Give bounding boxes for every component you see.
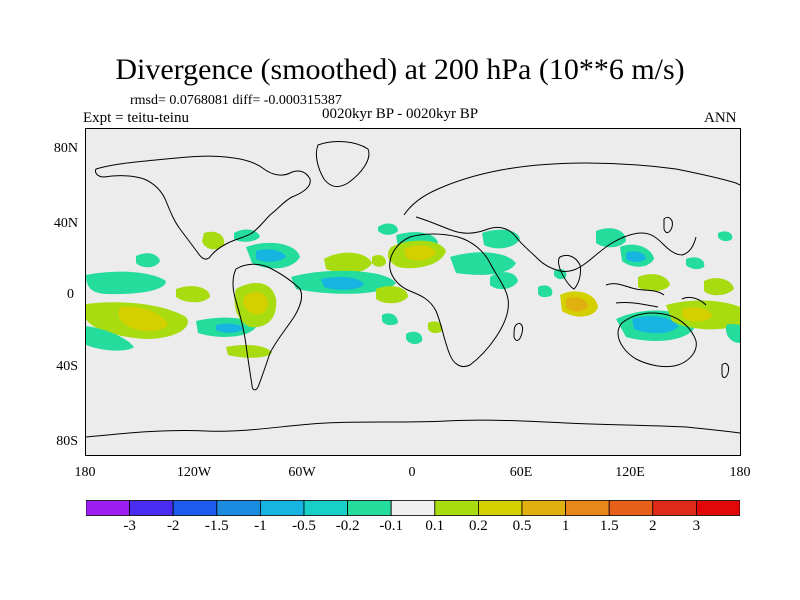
coastline-south-america: [232, 263, 303, 391]
color-legend-label: -2: [166, 518, 180, 534]
coastline-india: [558, 254, 581, 290]
map-plot-area: [85, 128, 741, 456]
x-label-120w: 120W: [176, 465, 212, 480]
color-swatch: [477, 500, 523, 516]
fill-patch: [118, 306, 168, 331]
fill-patch: [226, 345, 272, 358]
color-swatch: [347, 500, 392, 516]
color-swatch: [696, 500, 740, 516]
fill-patch: [626, 251, 646, 262]
period-label: 0020kyr BP - 0020kyr BP: [322, 106, 479, 122]
rmsd-diff-stats: rmsd= 0.0768081 diff= -0.000315387: [130, 93, 342, 108]
fill-patch: [382, 313, 398, 326]
divergence-map: [86, 141, 740, 438]
fill-patch: [482, 229, 520, 249]
coastlines: [86, 141, 740, 438]
x-label-0: 0: [408, 465, 416, 480]
coastline-australia: [617, 312, 697, 368]
fill-patch: [726, 324, 740, 343]
fill-patch: [566, 297, 588, 312]
coastline-japan: [663, 216, 673, 234]
x-label-180e: 180: [729, 465, 751, 480]
fill-patch: [376, 286, 408, 304]
color-legend-label: 1: [561, 518, 570, 534]
fill-patch: [450, 252, 516, 275]
color-legend-label: 3: [692, 518, 701, 534]
fill-patch: [406, 331, 423, 345]
y-label-40n: 40N: [53, 216, 78, 231]
color-swatch: [608, 500, 654, 516]
fill-patch: [321, 277, 364, 290]
color-legend-label: 0.1: [425, 518, 445, 534]
y-label-40s: 40S: [56, 359, 78, 374]
fill-patch: [136, 253, 160, 268]
experiment-label: Expt = teitu-teinu: [83, 110, 189, 126]
fill-patch: [596, 228, 626, 248]
fill-patch: [718, 231, 733, 242]
fill-patch: [682, 307, 712, 322]
fill-patch: [404, 245, 436, 261]
fill-patch: [324, 252, 372, 273]
x-label-180w: 180: [74, 465, 96, 480]
coastline-new-zealand: [721, 362, 729, 378]
color-legend-label: -0.2: [335, 518, 360, 534]
color-swatch: [172, 500, 218, 516]
color-swatch: [303, 500, 348, 516]
color-swatch: [86, 500, 130, 516]
color-legend-label: -1: [254, 518, 267, 534]
coastline-greenland: [315, 141, 370, 187]
y-label-80n: 80N: [53, 141, 78, 156]
fill-patch: [704, 278, 734, 296]
y-label-80s: 80S: [56, 434, 78, 449]
coastline-north-america: [95, 155, 311, 260]
color-legend-label: -3: [123, 518, 136, 534]
y-label-equator: 0: [67, 287, 74, 302]
color-swatch: [129, 500, 174, 516]
color-legend-bar: [86, 500, 740, 516]
fill-patch: [638, 274, 670, 292]
color-legend-label: -1.5: [204, 518, 229, 534]
color-legend-label: 0.2: [469, 518, 488, 534]
coastline-indonesia: [605, 283, 707, 308]
color-swatch: [565, 500, 610, 516]
fill-patch: [86, 326, 134, 351]
fill-patch: [202, 231, 225, 250]
coastline-eurasia: [403, 162, 740, 272]
fill-patch: [632, 316, 678, 334]
color-swatch: [259, 500, 305, 516]
fill-patch: [176, 286, 210, 303]
fill-patch: [490, 272, 518, 290]
x-label-60e: 60E: [509, 465, 533, 480]
color-swatch: [521, 500, 566, 516]
fill-patch: [256, 249, 286, 262]
color-swatch: [652, 500, 697, 516]
map-title: Divergence (smoothed) at 200 hPa (10**6 …: [115, 53, 685, 86]
fill-patch: [378, 223, 398, 235]
color-swatch: [216, 500, 261, 516]
coastline-africa: [389, 233, 509, 368]
x-label-60w: 60W: [288, 465, 316, 480]
color-legend-label: 2: [649, 518, 657, 534]
coastline-madagascar: [513, 322, 523, 341]
fill-patch: [86, 271, 166, 295]
color-legend-label: -0.1: [379, 518, 404, 534]
coastline-antarctica: [86, 419, 740, 438]
color-legend-label: 0.5: [512, 518, 532, 534]
season-label: ANN: [704, 110, 737, 126]
color-legend-swatches: [86, 500, 740, 516]
x-label-120e: 120E: [615, 465, 645, 480]
color-legend-label: -0.5: [292, 518, 316, 534]
fill-patch: [216, 323, 244, 333]
fill-patch: [243, 292, 268, 315]
fill-patch: [372, 255, 386, 267]
color-swatch: [390, 500, 436, 516]
color-legend-label: 1.5: [599, 518, 619, 534]
divergence-fills: [86, 223, 740, 358]
color-swatch: [434, 500, 479, 516]
fill-patch: [538, 285, 553, 298]
fill-patch: [428, 321, 443, 334]
fill-patch: [686, 257, 705, 270]
